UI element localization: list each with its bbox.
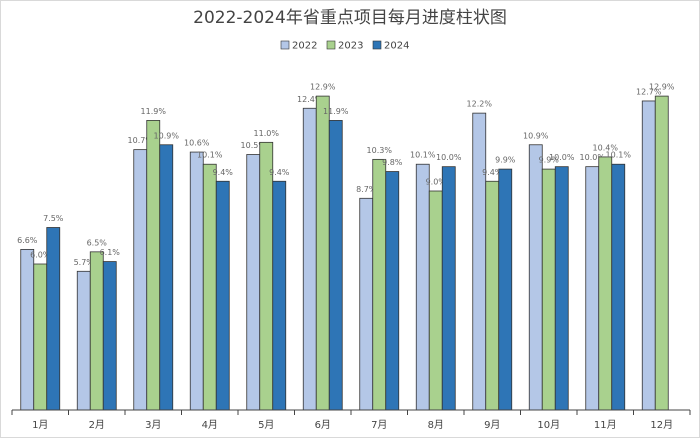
bar xyxy=(102,261,117,411)
value-label: 12.4% xyxy=(297,95,323,104)
bar xyxy=(359,197,374,411)
x-tick-label: 11月 xyxy=(594,419,617,431)
value-label: 10.0% xyxy=(580,153,606,162)
value-label: 9.4% xyxy=(213,168,234,177)
bar xyxy=(76,270,91,411)
value-label: 7.5% xyxy=(43,214,64,223)
chart-title: 2022-2024年省重点项目每月进度柱状图 xyxy=(193,8,507,28)
bar xyxy=(246,154,261,411)
bar xyxy=(146,120,161,411)
x-tick-label: 8月 xyxy=(428,419,444,431)
x-tick-label: 7月 xyxy=(371,419,387,431)
value-label: 9.4% xyxy=(269,168,290,177)
x-tick-label: 2月 xyxy=(89,419,105,431)
value-label: 12.7% xyxy=(636,87,662,96)
bar xyxy=(372,158,387,411)
legend-swatch xyxy=(280,40,290,50)
bar xyxy=(585,166,600,411)
bar xyxy=(315,95,330,411)
bar xyxy=(20,248,35,411)
value-label: 9.4% xyxy=(482,168,503,177)
bar xyxy=(415,163,430,411)
value-label: 10.9% xyxy=(154,131,180,140)
value-label: 6.5% xyxy=(87,238,108,247)
bar xyxy=(215,180,230,411)
value-label: 11.9% xyxy=(323,107,349,116)
value-label: 10.0% xyxy=(549,153,575,162)
x-tick-label: 5月 xyxy=(258,419,274,431)
x-tick-label: 6月 xyxy=(315,419,331,431)
value-label: 10.0% xyxy=(436,153,462,162)
bar xyxy=(528,144,543,411)
bar xyxy=(598,156,613,411)
legend-swatch xyxy=(326,40,336,50)
bar xyxy=(385,171,400,411)
value-label: 10.3% xyxy=(367,146,393,155)
value-label: 10.4% xyxy=(593,143,619,152)
value-label: 11.0% xyxy=(254,129,280,138)
legend-label: 2023 xyxy=(338,41,363,52)
x-tick-label: 4月 xyxy=(202,419,218,431)
bar xyxy=(654,95,669,411)
bar xyxy=(133,149,148,411)
legend-label: 2024 xyxy=(384,41,409,52)
x-tick-label: 3月 xyxy=(145,419,161,431)
value-label: 6.6% xyxy=(17,236,38,245)
bar xyxy=(641,100,656,411)
bar xyxy=(441,166,456,411)
value-label: 8.7% xyxy=(356,185,377,194)
legend-label: 2022 xyxy=(292,41,317,52)
bar xyxy=(302,107,317,411)
bar xyxy=(33,263,48,411)
legend-swatch xyxy=(372,40,382,50)
bar xyxy=(272,180,287,411)
value-label: 10.6% xyxy=(184,139,210,148)
x-tick-label: 1月 xyxy=(32,419,48,431)
value-label: 10.5% xyxy=(241,141,267,150)
bar xyxy=(485,180,500,411)
x-tick-label: 10月 xyxy=(537,419,560,431)
value-label: 10.9% xyxy=(523,131,549,140)
bar xyxy=(159,144,174,411)
x-tick-label: 12月 xyxy=(650,419,673,431)
bar xyxy=(498,168,513,411)
bar xyxy=(46,227,61,411)
bar xyxy=(428,190,443,411)
bar xyxy=(259,141,274,411)
bar xyxy=(541,168,556,411)
bar xyxy=(89,251,104,411)
value-label: 10.1% xyxy=(606,151,632,160)
value-label: 12.9% xyxy=(310,83,336,92)
value-label: 11.9% xyxy=(141,107,167,116)
value-label: 6.1% xyxy=(100,248,121,257)
bar xyxy=(472,112,487,411)
value-label: 9.9% xyxy=(539,156,560,165)
value-label: 12.9% xyxy=(649,83,675,92)
x-tick-label: 9月 xyxy=(484,419,500,431)
bar xyxy=(202,163,217,411)
value-label: 9.8% xyxy=(382,158,403,167)
bar xyxy=(611,163,626,411)
value-label: 10.1% xyxy=(197,151,223,160)
bar xyxy=(328,120,343,411)
value-label: 9.0% xyxy=(426,178,447,187)
value-label: 10.7% xyxy=(128,136,154,145)
value-label: 10.1% xyxy=(410,151,436,160)
value-label: 5.7% xyxy=(74,258,95,267)
bar xyxy=(554,166,569,411)
value-label: 6.0% xyxy=(30,251,51,260)
value-label: 9.9% xyxy=(495,156,516,165)
value-label: 12.2% xyxy=(467,100,493,109)
bar xyxy=(189,151,204,411)
